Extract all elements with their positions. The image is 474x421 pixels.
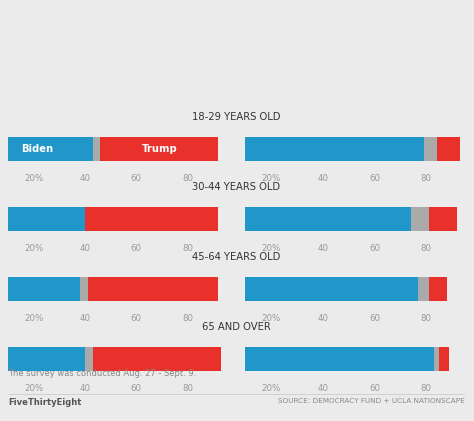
Bar bbox=[437, 137, 460, 161]
Text: 30-44 YEARS OLD: 30-44 YEARS OLD bbox=[192, 182, 281, 192]
Bar bbox=[88, 277, 219, 301]
Bar bbox=[419, 277, 429, 301]
Text: Biden: Biden bbox=[21, 144, 54, 154]
Bar bbox=[219, 137, 424, 161]
Text: FiveThirtyEight: FiveThirtyEight bbox=[8, 397, 82, 407]
Bar bbox=[439, 347, 449, 371]
Text: 65 AND OVER: 65 AND OVER bbox=[202, 322, 271, 332]
Bar bbox=[0, 137, 92, 161]
Bar bbox=[0, 207, 85, 231]
Text: The survey was conducted Aug. 27 - Sept. 9.: The survey was conducted Aug. 27 - Sept.… bbox=[8, 368, 196, 378]
Bar bbox=[429, 277, 447, 301]
Bar bbox=[434, 347, 439, 371]
Text: 18-29 YEARS OLD: 18-29 YEARS OLD bbox=[192, 112, 281, 122]
Bar bbox=[85, 207, 219, 231]
Bar bbox=[410, 207, 429, 231]
Bar bbox=[219, 347, 434, 371]
Text: 45-64 YEARS OLD: 45-64 YEARS OLD bbox=[192, 252, 281, 262]
Bar bbox=[424, 137, 437, 161]
Bar bbox=[92, 137, 100, 161]
Bar bbox=[219, 207, 410, 231]
Bar bbox=[0, 347, 85, 371]
Bar bbox=[80, 277, 88, 301]
Bar bbox=[85, 347, 92, 371]
Bar bbox=[100, 137, 219, 161]
Bar bbox=[219, 277, 419, 301]
Text: Trump: Trump bbox=[141, 144, 177, 154]
Bar bbox=[0, 277, 80, 301]
Bar bbox=[92, 347, 221, 371]
Bar bbox=[429, 207, 457, 231]
Text: SOURCE: DEMOCRACY FUND + UCLA NATIONSCAPE: SOURCE: DEMOCRACY FUND + UCLA NATIONSCAP… bbox=[278, 397, 465, 404]
